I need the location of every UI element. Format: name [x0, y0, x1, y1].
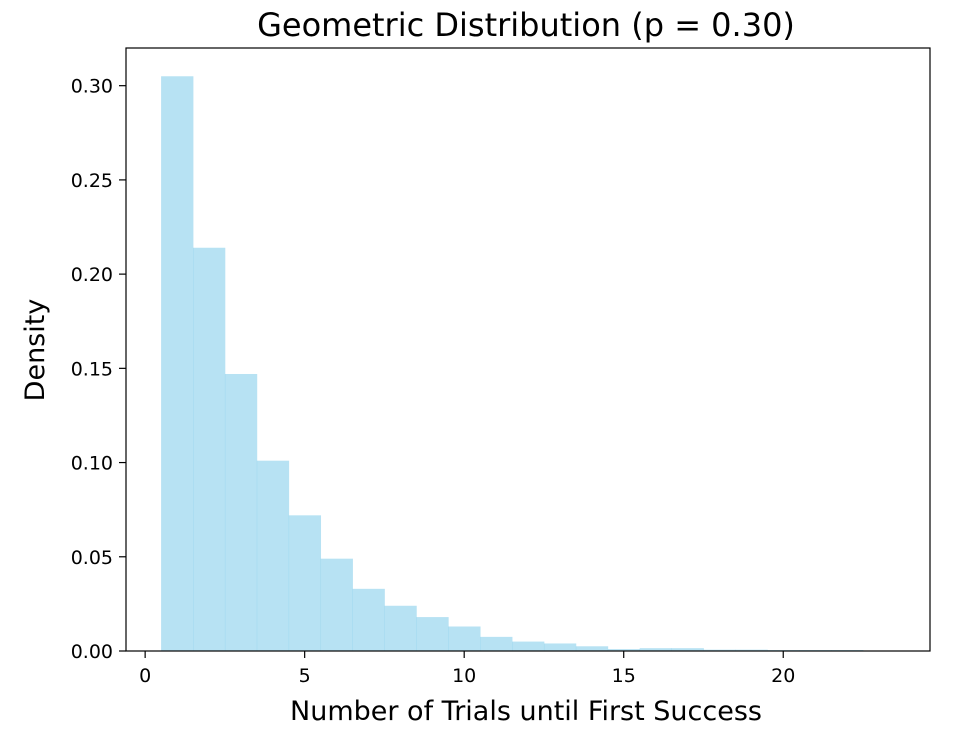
y-tick-label: 0.10 — [71, 453, 113, 475]
y-tick-label: 0.30 — [71, 76, 113, 98]
histogram-bar — [607, 649, 641, 651]
x-tick-label: 20 — [771, 665, 795, 687]
y-tick-label: 0.15 — [71, 358, 113, 380]
x-axis: 0 5 10 15 20 — [139, 651, 795, 687]
histogram-bar — [480, 636, 513, 651]
histogram-bar — [575, 646, 609, 651]
histogram-bar — [288, 515, 322, 651]
histogram-bar — [639, 648, 672, 651]
bar-group — [161, 76, 864, 651]
y-tick-label: 0.20 — [71, 264, 113, 286]
y-axis: 0.00 0.05 0.10 0.15 0.20 0.25 0.30 — [71, 76, 126, 663]
histogram-bar — [352, 588, 385, 651]
plot-frame — [125, 47, 931, 652]
histogram-bar — [512, 641, 545, 651]
y-tick-label: 0.00 — [71, 641, 113, 663]
histogram-bar — [384, 605, 417, 651]
x-axis-label: Number of Trials until First Success — [290, 696, 762, 727]
chart-title: Geometric Distribution (p = 0.30) — [257, 6, 795, 44]
x-tick-label: 10 — [452, 665, 476, 687]
histogram-bar — [224, 373, 258, 651]
x-tick-label: 15 — [612, 665, 636, 687]
y-axis-label: Density — [20, 299, 51, 402]
histogram-bar — [256, 460, 290, 651]
histogram-bar — [320, 558, 353, 651]
histogram-bar — [193, 247, 226, 651]
y-tick-label: 0.25 — [71, 170, 113, 192]
histogram-bar — [161, 76, 194, 651]
y-tick-label: 0.05 — [71, 547, 113, 569]
histogram-bar — [703, 649, 736, 651]
histogram-bar — [448, 626, 481, 651]
histogram-bar — [671, 648, 704, 651]
x-tick-label: 5 — [299, 665, 311, 687]
histogram-bar — [735, 649, 768, 651]
x-tick-label: 0 — [139, 665, 151, 687]
histogram-bar — [416, 617, 449, 651]
histogram-bar — [543, 643, 577, 651]
